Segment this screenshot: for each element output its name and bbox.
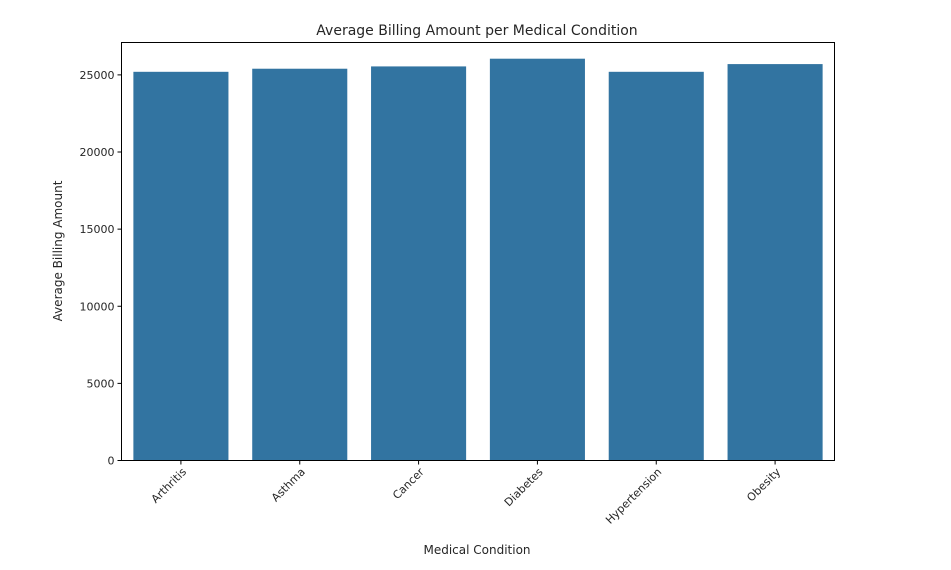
x-tick-label-cancer: Cancer <box>390 465 427 502</box>
y-tick-label: 0 <box>108 455 115 468</box>
y-axis-label: Average Billing Amount <box>51 180 65 321</box>
y-tick-label: 25000 <box>80 69 115 82</box>
bar-asthma <box>252 68 348 461</box>
y-tick-label: 5000 <box>87 377 115 390</box>
bar-hypertension <box>608 71 704 461</box>
bar-diabetes <box>489 58 585 461</box>
y-tick-label: 20000 <box>80 146 115 159</box>
x-axis: Arthritis Asthma Cancer Diabetes Hypertensio… <box>149 460 784 527</box>
plot-frame <box>121 42 835 461</box>
x-axis-label: Medical Condition <box>423 543 530 557</box>
bar-cancer <box>371 66 467 461</box>
bar-arthritis <box>133 71 229 461</box>
y-tick-label: 15000 <box>80 223 115 236</box>
x-tick-label-hypertension: Hypertension <box>603 465 664 526</box>
x-tick-label-arthritis: Arthritis <box>149 465 190 506</box>
x-tick-label-obesity: Obesity <box>744 465 783 504</box>
bars-group <box>133 58 823 461</box>
y-axis: 0 5000 10000 15000 20000 25000 <box>80 69 122 468</box>
x-tick-label-asthma: Asthma <box>269 465 308 504</box>
chart-title: Average Billing Amount per Medical Condi… <box>316 23 637 39</box>
x-tick-label-diabetes: Diabetes <box>502 465 546 509</box>
bar-obesity <box>727 64 823 461</box>
y-tick-label: 10000 <box>80 300 115 313</box>
